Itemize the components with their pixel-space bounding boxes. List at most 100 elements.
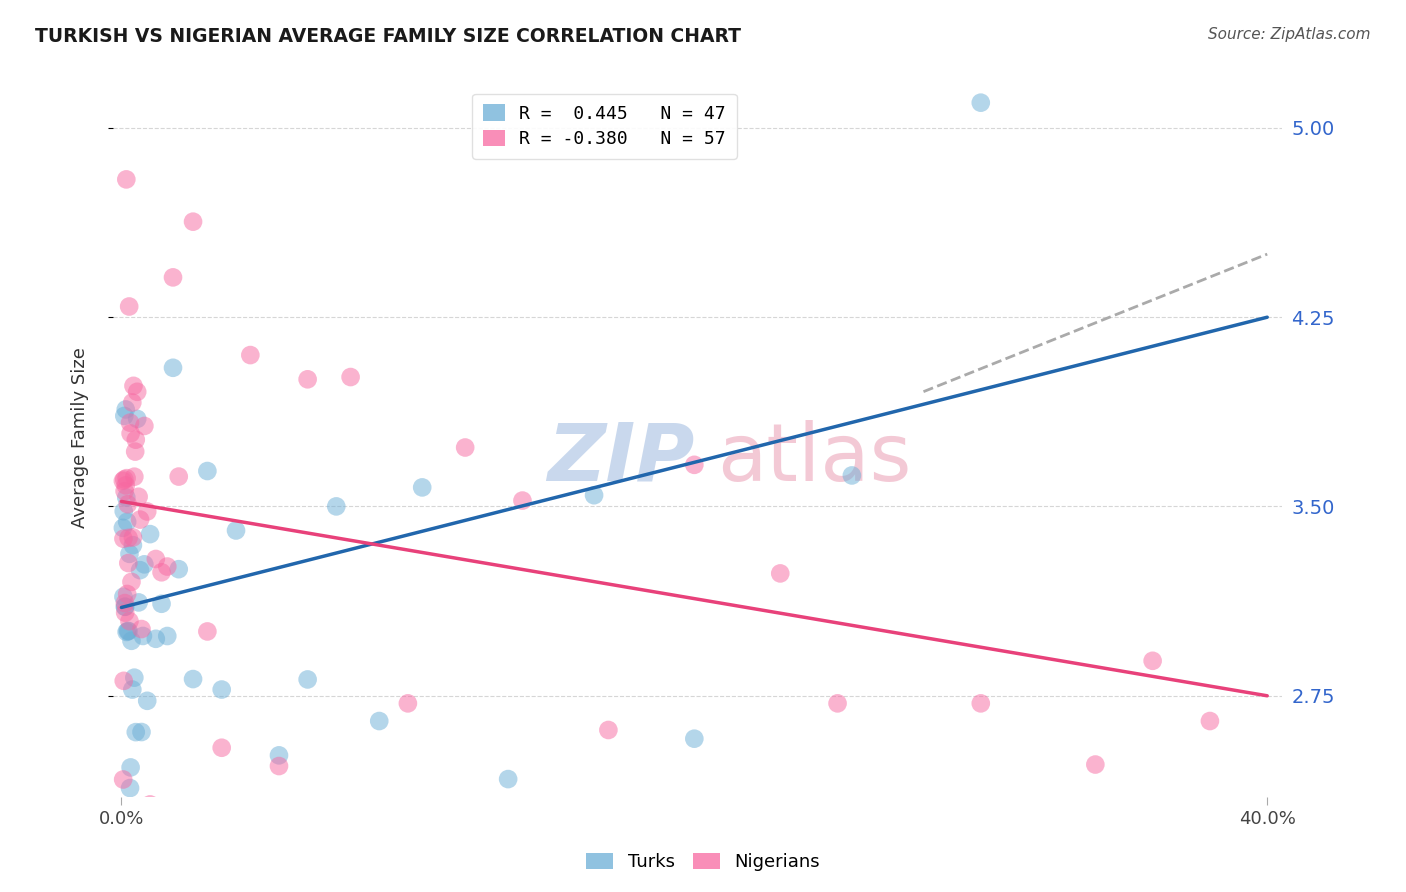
Point <box>131 622 153 636</box>
Point <box>117 624 139 638</box>
Point <box>118 547 141 561</box>
Point <box>121 682 143 697</box>
Point <box>129 563 152 577</box>
Point <box>195 624 218 639</box>
Point <box>150 566 173 580</box>
Point <box>115 172 138 186</box>
Point <box>267 748 290 763</box>
Point <box>156 559 179 574</box>
Point <box>114 599 136 614</box>
Point <box>112 590 135 604</box>
Point <box>115 624 138 639</box>
Point <box>115 587 138 601</box>
Point <box>121 395 143 409</box>
Point <box>134 558 156 572</box>
Point <box>683 731 706 746</box>
Point <box>145 552 167 566</box>
Point <box>136 694 159 708</box>
Point <box>195 464 218 478</box>
Text: TURKISH VS NIGERIAN AVERAGE FAMILY SIZE CORRELATION CHART: TURKISH VS NIGERIAN AVERAGE FAMILY SIZE … <box>35 27 741 45</box>
Point <box>115 515 138 529</box>
Point <box>125 433 148 447</box>
Point <box>162 360 184 375</box>
Point <box>136 504 159 518</box>
Point <box>112 473 135 487</box>
Point <box>1084 757 1107 772</box>
Point <box>512 493 534 508</box>
Point <box>496 772 519 786</box>
Point <box>267 759 290 773</box>
Legend: Turks, Nigerians: Turks, Nigerians <box>579 846 827 879</box>
Point <box>339 370 361 384</box>
Point <box>118 300 141 314</box>
Point <box>683 458 706 472</box>
Point <box>454 441 477 455</box>
Point <box>211 682 233 697</box>
Point <box>122 531 145 545</box>
Point <box>127 384 149 399</box>
Point <box>181 672 204 686</box>
Point <box>150 597 173 611</box>
Point <box>396 697 419 711</box>
Point <box>117 497 139 511</box>
Point <box>145 632 167 646</box>
Point <box>124 469 146 483</box>
Y-axis label: Average Family Size: Average Family Size <box>72 347 89 527</box>
Point <box>124 444 146 458</box>
Point <box>297 673 319 687</box>
Point <box>114 606 136 620</box>
Point <box>841 468 863 483</box>
Point <box>115 491 138 505</box>
Point <box>114 484 136 499</box>
Point <box>583 488 606 502</box>
Point <box>128 490 150 504</box>
Point <box>1199 714 1222 728</box>
Point <box>139 527 162 541</box>
Point <box>131 725 153 739</box>
Point <box>411 480 433 494</box>
Point <box>118 416 141 430</box>
Text: Source: ZipAtlas.com: Source: ZipAtlas.com <box>1208 27 1371 42</box>
Point <box>121 574 143 589</box>
Point <box>114 402 136 417</box>
Point <box>118 614 141 628</box>
Point <box>117 531 139 545</box>
Point <box>181 215 204 229</box>
Point <box>297 372 319 386</box>
Point <box>325 500 347 514</box>
Point <box>134 419 156 434</box>
Point <box>970 95 993 110</box>
Point <box>598 723 620 737</box>
Point <box>156 629 179 643</box>
Point <box>112 673 135 688</box>
Point <box>827 697 849 711</box>
Point <box>111 521 134 535</box>
Point <box>769 566 792 581</box>
Legend: R =  0.445   N = 47, R = -0.380   N = 57: R = 0.445 N = 47, R = -0.380 N = 57 <box>472 94 737 159</box>
Point <box>127 412 149 426</box>
Point <box>239 348 262 362</box>
Point <box>132 629 155 643</box>
Point <box>167 469 190 483</box>
Text: ZIP: ZIP <box>547 419 695 498</box>
Point <box>114 478 136 492</box>
Point <box>114 596 136 610</box>
Point <box>120 760 142 774</box>
Point <box>167 562 190 576</box>
Point <box>125 725 148 739</box>
Point <box>121 633 143 648</box>
Point <box>114 599 136 614</box>
Point <box>122 538 145 552</box>
Point <box>112 409 135 423</box>
Point <box>129 512 152 526</box>
Point <box>1227 820 1250 834</box>
Point <box>128 595 150 609</box>
Point <box>112 772 135 787</box>
Point <box>117 624 139 638</box>
Point <box>111 474 134 488</box>
Point <box>368 714 391 728</box>
Point <box>124 671 146 685</box>
Point <box>139 797 162 812</box>
Point <box>211 740 233 755</box>
Point <box>1142 654 1164 668</box>
